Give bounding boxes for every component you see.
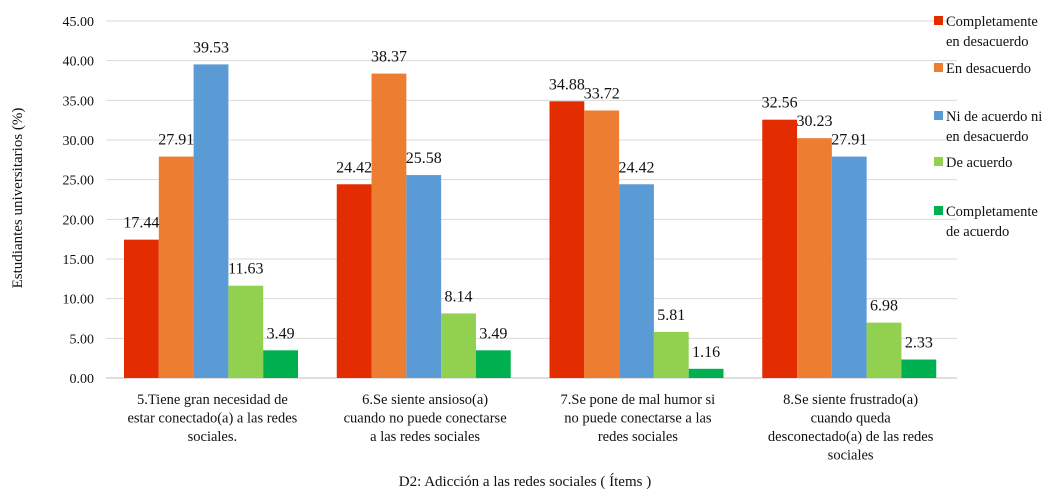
legend-swatch — [934, 63, 943, 72]
bar — [336, 184, 372, 378]
bar — [124, 239, 159, 378]
data-label: 27.91 — [158, 132, 194, 149]
data-label: 39.53 — [193, 39, 229, 56]
x-axis-title: D2: Adicción a las redes sociales ( Ítem… — [399, 473, 651, 490]
legend-swatch — [934, 16, 943, 25]
bar — [441, 313, 476, 378]
legend-item: Completamente de acuerdo — [934, 204, 1038, 240]
data-label: 38.37 — [371, 49, 407, 66]
data-label: 3.49 — [479, 325, 507, 342]
legend-swatch — [934, 111, 943, 120]
data-label: 8.14 — [445, 288, 473, 305]
data-label: 24.42 — [619, 159, 655, 176]
legend-label: Completamente de acuerdo — [946, 204, 1038, 240]
bar — [158, 156, 194, 378]
bar — [688, 368, 724, 378]
data-label: 5.81 — [657, 307, 685, 324]
data-labels: 17.44 24.42 34.88 32.56 27.91 38.37 33.72 30.23… — [123, 39, 932, 360]
legend-item: De acuerdo — [934, 155, 1012, 171]
data-label: 34.88 — [549, 76, 585, 93]
y-axis-ticks: 0.00 5.00 10.00 15.00 20.00 25.00 30.00 35.00 40… — [63, 15, 95, 387]
bar — [797, 138, 832, 378]
category-label: 8.Se siente frustrado(a) cuando queda desc… — [768, 392, 934, 464]
legend-item: En desacuerdo — [934, 61, 1031, 77]
legend: Completamente en desacuerdo En desacuerdo N… — [934, 14, 1042, 240]
bar — [406, 175, 442, 378]
y-tick-label: 10.00 — [63, 293, 95, 308]
legend-item: Ni de acuerdo ni en desacuerdo — [934, 109, 1042, 145]
data-label: 6.98 — [870, 298, 898, 315]
legend-label: Completamente en desacuerdo — [946, 14, 1038, 50]
data-label: 32.56 — [762, 95, 798, 112]
y-axis-title: Estudiantes universitarios (%) — [10, 108, 26, 289]
y-tick-label: 30.00 — [63, 134, 95, 149]
bar — [371, 73, 407, 379]
category-label: 7.Se pone de mal humor si no puede conect… — [561, 392, 716, 445]
bar — [653, 331, 689, 378]
legend-swatch — [934, 206, 943, 215]
data-label: 25.58 — [406, 150, 442, 167]
bar — [193, 64, 229, 379]
data-label: 1.16 — [692, 344, 720, 361]
y-tick-label: 45.00 — [63, 15, 95, 30]
bar — [549, 101, 585, 378]
data-label: 3.49 — [267, 325, 295, 342]
bar — [866, 322, 902, 378]
y-tick-label: 0.00 — [70, 372, 95, 387]
data-label: 17.44 — [123, 215, 159, 232]
y-tick-label: 40.00 — [63, 55, 95, 70]
y-tick-label: 15.00 — [63, 253, 95, 268]
y-tick-label: 25.00 — [63, 174, 95, 189]
legend-label: En desacuerdo — [946, 61, 1031, 77]
legend-label: De acuerdo — [946, 155, 1012, 171]
bar — [228, 285, 264, 378]
bar — [584, 110, 620, 378]
legend-item: Completamente en desacuerdo — [934, 14, 1038, 50]
bar — [475, 350, 511, 378]
bar — [762, 119, 798, 378]
data-label: 2.33 — [905, 335, 933, 352]
legend-label: Ni de acuerdo ni en desacuerdo — [946, 109, 1042, 145]
data-label: 33.72 — [584, 85, 620, 102]
data-label: 11.63 — [228, 261, 263, 278]
category-label: 6.Se siente ansioso(a) cuando no puede co… — [344, 392, 507, 445]
data-label: 30.23 — [796, 113, 832, 130]
data-label: 24.42 — [336, 159, 372, 176]
y-tick-label: 35.00 — [63, 94, 95, 109]
bar — [831, 156, 867, 378]
category-label: 5.Tiene gran necesidad de estar conectado… — [127, 392, 297, 445]
y-tick-label: 5.00 — [70, 332, 95, 347]
bar — [901, 359, 937, 378]
data-label: 27.91 — [831, 132, 867, 149]
legend-swatch — [934, 157, 943, 166]
bar — [263, 350, 298, 378]
bars — [124, 64, 937, 379]
y-tick-label: 20.00 — [63, 213, 95, 228]
bar — [619, 184, 654, 378]
x-axis-category-labels: 5.Tiene gran necesidad de estar conectado… — [127, 392, 933, 464]
